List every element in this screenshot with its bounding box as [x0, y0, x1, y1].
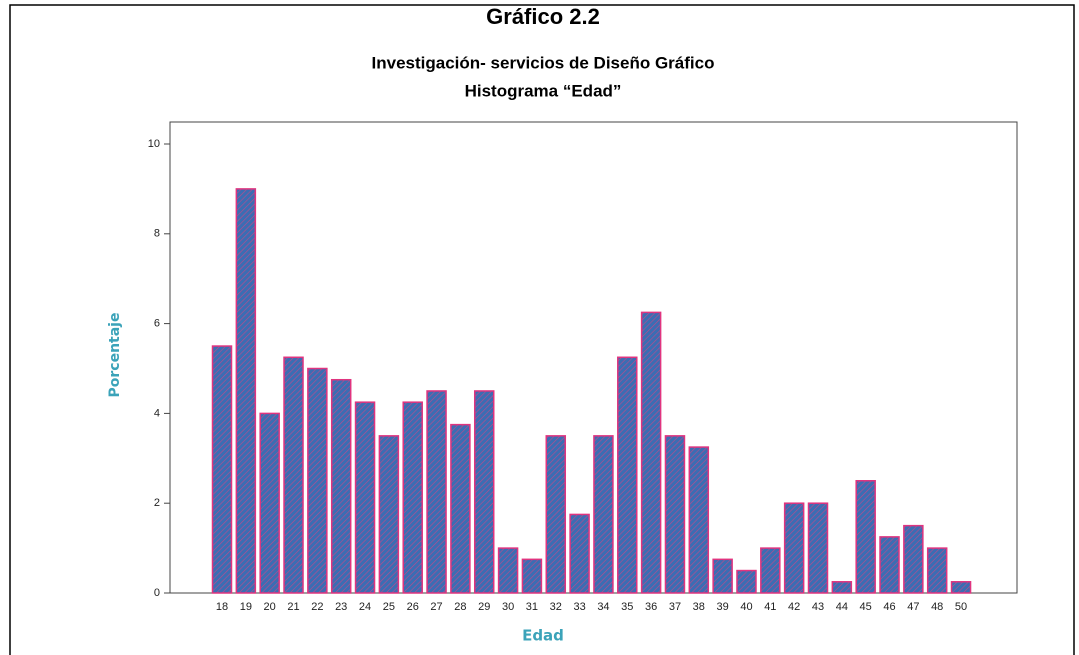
x-tick-label: 37 [669, 601, 681, 613]
x-tick-label: 44 [836, 601, 848, 613]
bar [736, 569, 757, 594]
x-tick-label: 38 [693, 601, 705, 613]
bar [807, 502, 829, 594]
chart-title: Gráfico 2.2 [486, 4, 600, 29]
y-tick-label: 6 [154, 318, 160, 330]
x-tick-label: 36 [645, 601, 657, 613]
bar [450, 423, 471, 594]
bar [307, 367, 328, 594]
x-tick-label: 18 [216, 601, 228, 613]
bar [664, 435, 686, 594]
bar [617, 356, 638, 594]
bar [569, 513, 590, 594]
bar [521, 558, 543, 594]
bar [497, 547, 519, 594]
x-tick-label: 39 [717, 601, 729, 613]
x-tick-label: 41 [764, 601, 776, 613]
bar [378, 435, 400, 594]
x-tick-label: 47 [907, 601, 919, 613]
x-tick-label: 42 [788, 601, 800, 613]
x-axis-label: Edad [522, 627, 564, 645]
x-tick-label: 45 [860, 601, 872, 613]
bar [473, 390, 495, 594]
x-tick-label: 22 [311, 601, 323, 613]
frame [9, 4, 1075, 655]
y-tick-label: 10 [148, 138, 160, 150]
x-tick-label: 30 [502, 601, 514, 613]
y-tick-label: 8 [154, 228, 160, 240]
x-tick-label: 33 [573, 601, 585, 613]
chart-subtitle: Histograma “Edad” [465, 81, 622, 100]
x-tick-label: 23 [335, 601, 347, 613]
bar [950, 581, 972, 594]
bar [426, 390, 447, 594]
bar [545, 435, 567, 594]
bar [640, 311, 662, 594]
bar [259, 412, 280, 594]
bar [330, 378, 352, 594]
x-tick-label: 34 [597, 601, 609, 613]
y-axis-label: Porcentaje [107, 313, 123, 398]
x-tick-label: 46 [883, 601, 895, 613]
bar [903, 524, 924, 594]
x-tick-label: 26 [407, 601, 419, 613]
bar [354, 401, 376, 594]
bar [831, 581, 853, 594]
y-tick-label: 0 [154, 587, 160, 599]
x-tick-label: 28 [454, 601, 466, 613]
bar [783, 502, 805, 594]
chart-subtitle: Investigación- servicios de Diseño Gráfi… [372, 53, 715, 72]
bar [926, 547, 948, 594]
bar [593, 435, 614, 594]
y-tick-label: 2 [154, 497, 160, 509]
y-tick-label: 4 [154, 407, 160, 419]
x-tick-label: 32 [550, 601, 562, 613]
bar [283, 356, 304, 594]
bar [211, 345, 233, 594]
x-tick-label: 40 [740, 601, 752, 613]
x-tick-label: 27 [430, 601, 442, 613]
x-tick-label: 48 [931, 601, 943, 613]
bar [712, 558, 733, 594]
bar [855, 480, 876, 594]
x-tick-label: 50 [955, 601, 967, 613]
x-tick-label: 24 [359, 601, 371, 613]
bar [760, 547, 781, 594]
x-tick-label: 35 [621, 601, 633, 613]
bar [235, 188, 257, 594]
x-tick-label: 25 [383, 601, 395, 613]
bar [879, 536, 900, 594]
x-tick-label: 29 [478, 601, 490, 613]
x-tick-label: 31 [526, 601, 538, 613]
x-tick-label: 19 [240, 601, 252, 613]
x-tick-label: 20 [264, 601, 276, 613]
x-tick-label: 43 [812, 601, 824, 613]
bar [402, 401, 423, 594]
bar [688, 446, 710, 594]
x-tick-label: 21 [287, 601, 299, 613]
